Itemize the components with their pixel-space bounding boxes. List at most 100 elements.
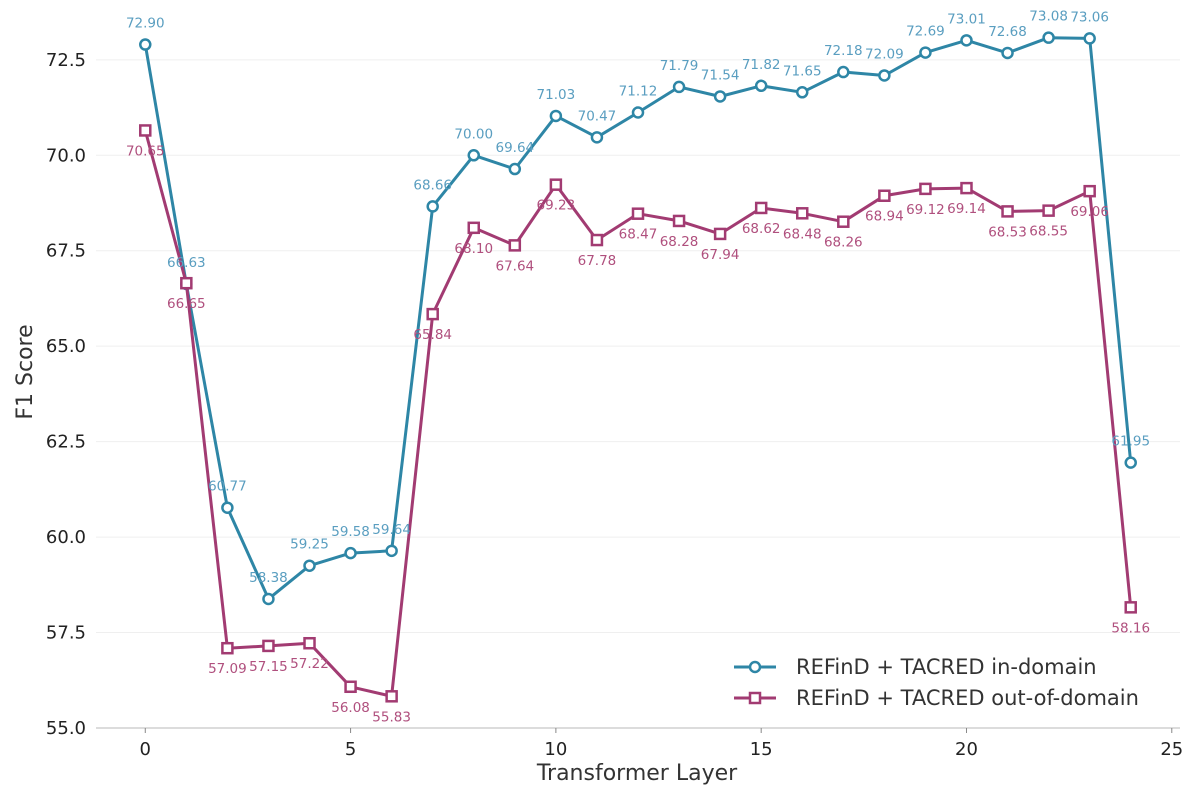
data-point (1001, 46, 1014, 60)
data-point (919, 182, 932, 196)
data-point (549, 109, 563, 123)
data-point (837, 65, 850, 79)
x-tick-label: 0 (140, 739, 151, 760)
data-point (139, 124, 152, 137)
data-point (221, 501, 234, 514)
data-label: 68.55 (1029, 224, 1068, 240)
data-label: 68.53 (988, 224, 1027, 240)
data-label: 70.00 (454, 126, 493, 142)
data-label: 59.25 (290, 537, 329, 553)
data-label: 72.18 (824, 43, 863, 59)
data-point (754, 201, 768, 215)
data-label: 66.65 (167, 296, 206, 312)
x-tick-label: 25 (1160, 739, 1183, 760)
data-point (795, 207, 809, 220)
data-label: 70.65 (126, 143, 165, 159)
data-point (631, 207, 645, 220)
legend-label-out-of-domain: REFinD + TACRED out-of-domain (796, 686, 1139, 710)
data-point (508, 162, 522, 176)
data-point (1042, 31, 1055, 44)
y-tick-label: 60.0 (46, 527, 86, 548)
y-tick-label: 72.5 (46, 50, 86, 71)
legend-label-in-domain: REFinD + TACRED in-domain (796, 655, 1097, 679)
data-label: 66.63 (167, 255, 206, 271)
data-label: 59.64 (372, 522, 411, 538)
data-point (1083, 184, 1096, 198)
data-point (508, 239, 522, 252)
data-label: 57.09 (208, 661, 247, 677)
data-label: 68.94 (865, 209, 904, 225)
data-point (795, 86, 809, 99)
data-label: 67.94 (701, 247, 740, 263)
data-point (878, 69, 891, 82)
data-label: 71.82 (742, 57, 781, 73)
data-label: 61.95 (1111, 434, 1150, 450)
data-label: 71.79 (660, 58, 699, 74)
series-layer (139, 31, 1137, 703)
data-label: 72.09 (865, 46, 904, 62)
data-label: 68.10 (454, 241, 493, 257)
data-point (426, 200, 439, 213)
legend-marker-in-domain (748, 660, 762, 674)
data-point (878, 189, 891, 202)
data-point (385, 544, 398, 558)
data-point (960, 34, 973, 47)
data-label: 72.90 (126, 16, 165, 32)
data-label: 57.22 (290, 656, 329, 672)
data-label: 68.66 (413, 177, 452, 193)
data-point (1042, 204, 1055, 217)
x-tick-label: 5 (345, 739, 356, 760)
x-tick-label: 10 (544, 739, 567, 760)
data-label: 65.84 (413, 327, 452, 343)
data-point (754, 79, 768, 93)
data-point (385, 690, 398, 703)
data-point (180, 276, 193, 290)
data-label: 69.64 (495, 140, 534, 156)
y-tick-label: 70.0 (46, 145, 86, 166)
data-label: 68.28 (660, 234, 699, 250)
data-point (467, 221, 481, 235)
legend: REFinD + TACRED in-domain REFinD + TACRE… (734, 655, 1139, 710)
data-label: 55.83 (372, 709, 411, 725)
data-label: 58.38 (249, 570, 288, 586)
data-label: 71.54 (701, 67, 740, 83)
data-point (303, 559, 316, 572)
data-point (672, 214, 686, 228)
data-label: 68.48 (783, 226, 822, 242)
grid (96, 59, 1180, 729)
data-label: 69.23 (537, 198, 576, 214)
data-label: 68.62 (742, 221, 781, 237)
data-point (426, 307, 439, 321)
data-point (303, 636, 316, 650)
data-point (1124, 601, 1137, 614)
y-axis-title: F1 Score (13, 324, 38, 419)
data-point (590, 233, 604, 247)
data-label: 57.15 (249, 659, 288, 675)
axes: 55.0 57.5 60.0 62.5 65.0 67.5 70.0 72.5 0 5 10 15 20… (46, 50, 1183, 760)
y-tick-label: 57.5 (46, 623, 86, 644)
x-axis-title: Transformer Layer (536, 761, 738, 786)
data-label: 69.12 (906, 202, 945, 218)
data-point (139, 38, 152, 51)
data-point (262, 592, 275, 606)
data-point (467, 149, 481, 162)
series-line-0 (143, 36, 1133, 601)
data-label: 67.78 (578, 253, 617, 269)
data-label: 73.06 (1070, 9, 1109, 25)
data-point (713, 227, 727, 241)
data-label: 73.01 (947, 11, 986, 27)
data-point (1001, 205, 1014, 218)
data-label: 71.65 (783, 63, 822, 79)
data-point (1124, 456, 1137, 469)
data-point (837, 215, 850, 228)
data-point (672, 80, 686, 94)
data-label: 56.08 (331, 700, 370, 716)
data-point (713, 90, 727, 103)
data-point (549, 178, 563, 191)
data-label: 58.16 (1111, 620, 1150, 636)
data-label: 59.58 (331, 524, 370, 540)
data-label: 71.12 (619, 84, 658, 100)
data-point (919, 46, 932, 59)
data-point (262, 639, 275, 653)
